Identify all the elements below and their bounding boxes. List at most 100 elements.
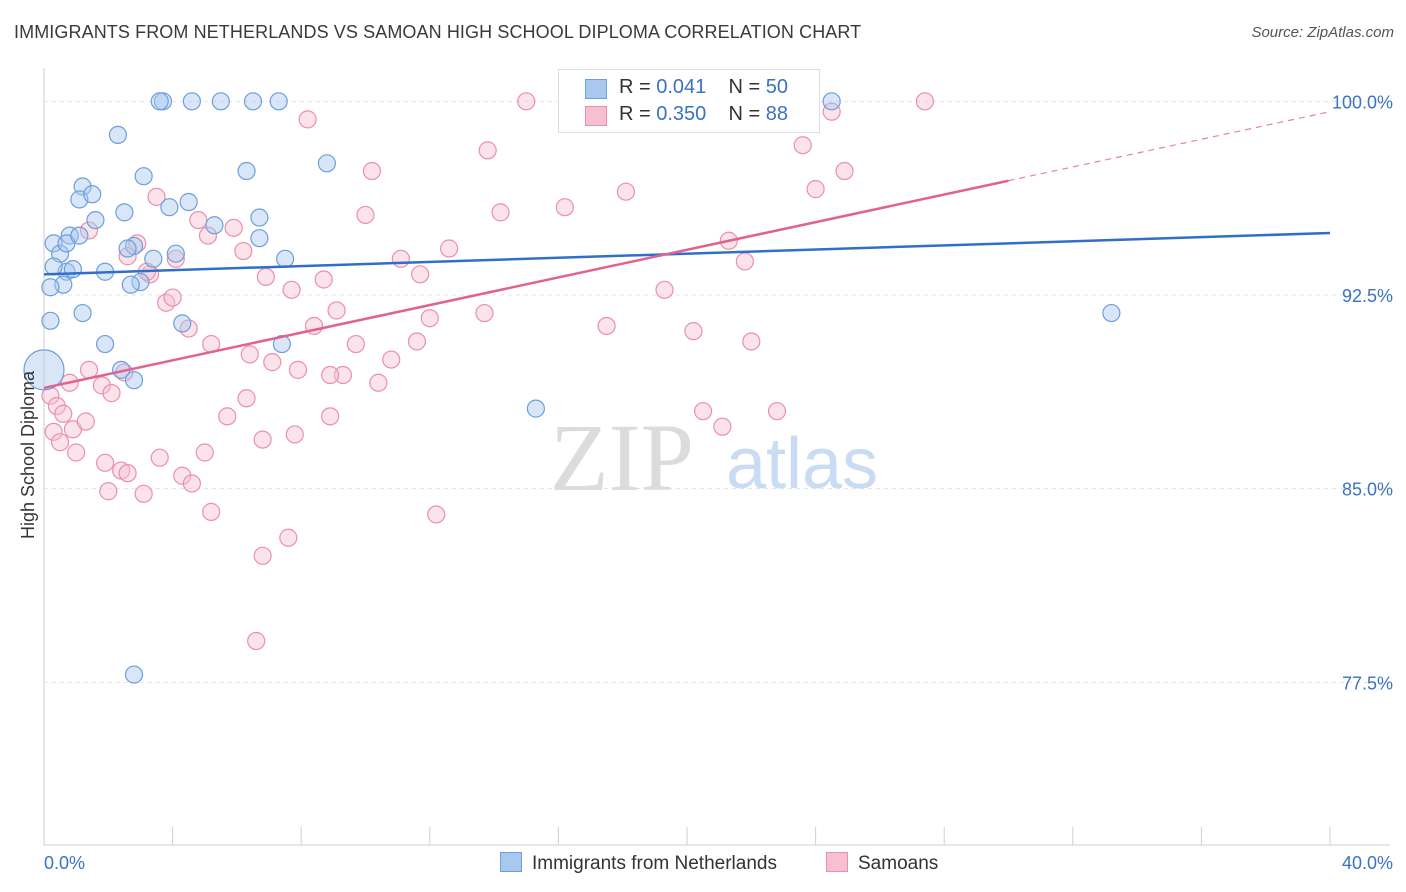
samoans-point [288,360,308,379]
netherlands-point [276,249,295,268]
netherlands-point [269,92,288,111]
x-tick-label-min: 0.0% [44,853,85,873]
samoans-point [555,198,574,217]
samoans-point [655,280,674,299]
samoans-point [327,301,346,320]
samoans-point [44,422,63,441]
samoans-point [147,187,166,206]
samoans-point [234,241,253,261]
bottom-legend-swatch-pink [826,852,848,872]
bottom-legend-label: Immigrants from Netherlands [532,853,777,874]
samoans-point [224,218,243,237]
samoans-point [102,384,121,403]
samoans-point [333,365,353,385]
samoans-point [767,402,787,421]
trend-lines [43,111,1331,390]
samoans-point [411,265,430,284]
samoans-point [166,249,185,268]
legend-n-value: 88 [765,103,789,125]
y-tick-label: 100.0% [1332,92,1393,112]
samoans-point [67,443,86,462]
samoans-point [684,322,703,341]
netherlands-point [44,257,63,276]
samoans-point [50,433,70,452]
samoans-point [118,247,137,266]
samoans-point [420,309,439,328]
samoans-point [253,430,272,449]
samoans-points [41,92,935,651]
watermark-zip: ZIP [550,404,694,511]
samoans-point [195,443,214,462]
bottom-legend-netherlands: Immigrants from Netherlands [500,852,777,875]
netherlands-point [250,229,269,248]
bottom-legend-label: Samoans [858,853,939,874]
netherlands-point [173,314,192,333]
samoans-point [321,365,340,385]
samoans-point [407,332,427,351]
y-tick-label: 85.0% [1342,480,1393,500]
samoans-point [202,502,221,521]
samoans-point [79,221,99,240]
chart-title: IMMIGRANTS FROM NETHERLANDS VS SAMOAN HI… [14,22,862,42]
y-tick-label: 92.5% [1342,286,1393,306]
samoans-point [237,389,256,408]
samoans-point [298,110,317,129]
netherlands-point [108,125,128,144]
netherlands-point [124,665,144,684]
samoans-trend-line [43,179,1009,390]
samoans-point [517,92,536,111]
y-axis-label: High School Diploma [18,370,38,539]
samoans-point [369,373,388,392]
bottom-legend-samoans: Samoans [826,852,938,875]
samoans-point [822,102,841,121]
samoans-point [253,546,272,565]
netherlands-point [272,334,292,354]
samoans-point [256,267,275,287]
samoans-point [382,350,401,369]
samoans-point [134,484,153,503]
samoans-point [475,303,494,323]
samoans-point [742,332,761,351]
netherlands-point [73,303,92,323]
samoans-point [391,249,410,268]
legend-r-label: R = [619,103,657,125]
netherlands-point [1102,303,1121,323]
samoans-point [95,453,115,472]
samoans-point [198,226,218,245]
netherlands-point [182,92,201,111]
netherlands-point [124,371,144,390]
samoans-point [285,425,304,444]
netherlands-point [121,275,140,294]
legend-r-value: 0.350 [656,103,707,125]
netherlands-point [822,92,841,111]
samoans-point [693,402,713,421]
netherlands-point [41,311,60,330]
samoans-trend-projection [1008,111,1331,182]
samoans-point [279,528,298,547]
netherlands-point [205,216,224,235]
samoans-point [128,234,147,253]
legend-r-value: 0.041 [656,76,707,98]
samoans-point [362,161,382,181]
netherlands-point [243,92,263,111]
netherlands-point [317,154,337,173]
netherlands-point [41,278,60,297]
samoans-point [439,239,459,258]
samoans-point [189,210,208,230]
legend-r-label: R = [619,76,657,98]
watermark: ZIP atlas [550,404,878,511]
watermark-atlas: atlas [726,424,878,504]
source-credit: Source: ZipAtlas.com [1251,24,1394,41]
legend-swatch-pink [585,106,607,126]
axes [43,68,1390,846]
samoans-point [173,466,192,485]
netherlands-point [179,192,198,212]
samoans-point [597,316,616,336]
x-tick-label-max: 40.0% [1342,853,1393,873]
samoans-point [150,448,169,467]
samoans-point [218,407,237,426]
netherlands-point [526,399,545,418]
samoans-point [99,482,118,501]
samoans-point [263,353,282,372]
